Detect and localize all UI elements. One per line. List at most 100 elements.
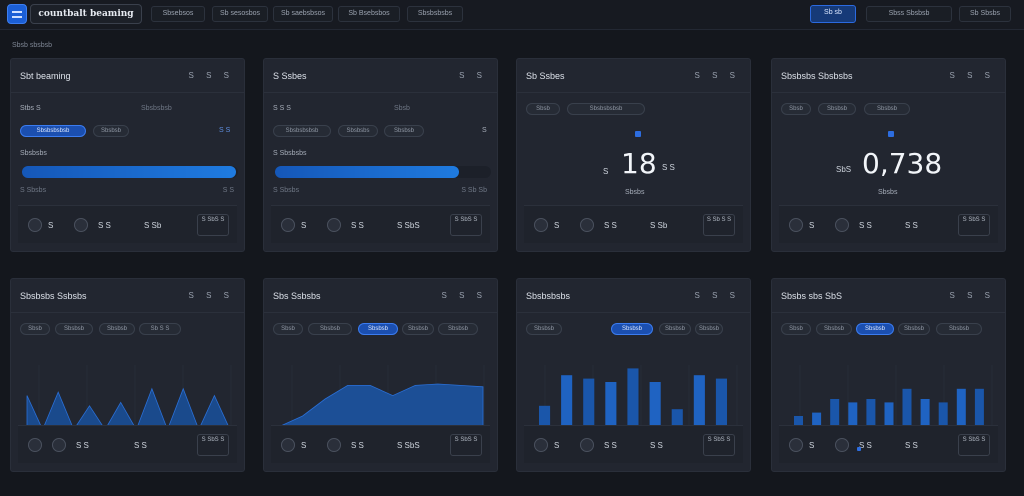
chip[interactable]: Sbsbsb — [438, 323, 478, 335]
bar — [902, 388, 912, 433]
chip[interactable]: Sbsb — [781, 323, 811, 335]
footer-value-1: S — [48, 221, 54, 230]
chip[interactable]: Sbsbsbsbsb — [273, 125, 331, 137]
chip[interactable]: Sbsbsb — [526, 323, 562, 335]
card-title: Sbt beaming — [20, 71, 71, 81]
settings-icon[interactable] — [327, 218, 341, 232]
user-icon[interactable] — [789, 218, 803, 232]
nav-tab-5[interactable]: Sbsbsbsbs — [407, 6, 463, 22]
nav-tab-4[interactable]: Sb Bsebsbos — [338, 6, 400, 22]
card-actions[interactable]: S S S — [188, 291, 234, 300]
chip-active[interactable]: Sbsbsb — [358, 323, 398, 335]
chip[interactable]: Sbsbsb — [55, 323, 93, 335]
chip[interactable]: Sbsbsb — [308, 323, 352, 335]
chip[interactable]: Sbsbsb — [898, 323, 930, 335]
footer-value-1: S S — [76, 441, 89, 450]
user-icon[interactable] — [281, 218, 295, 232]
user-icon[interactable] — [28, 218, 42, 232]
chip[interactable]: Sb S S — [139, 323, 181, 335]
field-label: S S S — [273, 105, 291, 112]
chip[interactable]: Sbsb — [526, 103, 560, 115]
card-8: Sbsbs sbs SbS S S S Sbsb Sbsbsb Sbsbsb S… — [771, 278, 1006, 472]
settings-icon[interactable] — [835, 218, 849, 232]
divider — [11, 92, 244, 93]
chip[interactable]: Sbsbsbs — [338, 125, 378, 137]
card-actions[interactable]: S S S — [694, 71, 740, 80]
footer-value-1: S — [554, 441, 560, 450]
footer-box[interactable]: S SbS S — [197, 434, 229, 456]
card-actions[interactable]: S S S — [694, 291, 740, 300]
app-logo-icon — [7, 4, 27, 24]
toolbar-button-3[interactable]: Sb Sbsbs — [959, 6, 1011, 22]
chip[interactable]: Sbsbsb — [402, 323, 434, 335]
nav-tab-2[interactable]: Sb sesosbos — [212, 6, 268, 22]
settings-icon[interactable] — [327, 438, 341, 452]
big-stat-right: S S — [662, 163, 675, 172]
footer-box[interactable]: S SbS S — [958, 434, 990, 456]
footer-box[interactable]: S SbS S — [197, 214, 229, 236]
chip-active[interactable]: Sbsbsbsbsb — [20, 125, 86, 137]
settings-icon[interactable] — [835, 438, 849, 452]
card-actions[interactable]: S S S — [441, 291, 487, 300]
bar-chart — [539, 365, 738, 433]
card-title: Sbsbs sbs SbS — [781, 291, 843, 301]
user-icon[interactable] — [281, 438, 295, 452]
big-stat-sub: Sbsbs — [878, 189, 898, 196]
chip[interactable]: Sbsb — [273, 323, 303, 335]
chip[interactable]: Sbsbsbsbsb — [567, 103, 645, 115]
chip[interactable]: Sbsbsb — [818, 103, 856, 115]
user-icon[interactable] — [534, 218, 548, 232]
bar — [794, 416, 803, 433]
chip[interactable]: Sbsb — [781, 103, 811, 115]
footer-value-3: S SbS — [397, 221, 420, 230]
footer-box[interactable]: S Sb S S — [703, 214, 735, 236]
field-label: Stbs S — [20, 105, 41, 112]
nav-tab-3[interactable]: Sb saebsbsos — [273, 6, 333, 22]
chip[interactable]: Sbsbsb — [864, 103, 910, 115]
card-actions[interactable]: S S S — [949, 291, 995, 300]
progress-label: Sbsbsbs — [20, 150, 47, 157]
progress-fill — [275, 166, 459, 178]
chip[interactable]: Sbsbsb — [384, 125, 424, 137]
chip-active[interactable]: Sbsbsb — [611, 323, 653, 335]
bar — [671, 409, 683, 433]
chip[interactable]: Sbsbsb — [99, 323, 135, 335]
footer-box[interactable]: S SbS S — [703, 434, 735, 456]
card-actions[interactable]: S S S — [188, 71, 234, 80]
chip[interactable]: Sbsbsb — [936, 323, 982, 335]
footer-box[interactable]: S SbS S — [450, 434, 482, 456]
settings-icon[interactable] — [52, 438, 66, 452]
app-title: countbalt beaming — [30, 4, 142, 24]
bar — [848, 402, 858, 433]
divider — [517, 92, 750, 93]
top-bar: countbalt beaming Sbsebsos Sb sesosbos S… — [0, 0, 1024, 30]
footer-value-2: S S — [604, 221, 617, 230]
chip[interactable]: Sbsbsb — [695, 323, 723, 335]
settings-icon[interactable] — [74, 218, 88, 232]
settings-icon[interactable] — [580, 438, 594, 452]
chip[interactable]: Sbsbsb — [816, 323, 852, 335]
footer-value-2: S S — [859, 221, 872, 230]
footer-box[interactable]: S SbS S — [958, 214, 990, 236]
chip[interactable]: Sbsb — [20, 323, 50, 335]
nav-tab-1[interactable]: Sbsebsos — [151, 6, 205, 22]
card-actions[interactable]: S S S — [949, 71, 995, 80]
chip[interactable]: Sbsbsb — [659, 323, 691, 335]
card-footer: S S S S SbS S SbS S — [271, 205, 490, 243]
progress-fill — [22, 166, 236, 178]
settings-icon[interactable] — [580, 218, 594, 232]
footer-box[interactable]: S SbS S — [450, 214, 482, 236]
card-actions[interactable]: S S — [459, 71, 487, 80]
user-icon[interactable] — [534, 438, 548, 452]
bar — [866, 399, 876, 433]
footer-value-2: S S — [859, 441, 872, 450]
user-icon[interactable] — [28, 438, 42, 452]
user-icon[interactable] — [789, 438, 803, 452]
divider — [517, 312, 750, 313]
card-2: S Ssbes S S S S S Sbsb Sbsbsbsbsb Sbsbsb… — [263, 58, 498, 252]
primary-button[interactable]: Sb sb — [810, 5, 856, 23]
chip[interactable]: Sbsbsb — [93, 125, 129, 137]
field-value: Sbsb — [394, 105, 410, 112]
toolbar-button-2[interactable]: Sbss Sbsbsb — [866, 6, 952, 22]
chip-active[interactable]: Sbsbsb — [856, 323, 894, 335]
